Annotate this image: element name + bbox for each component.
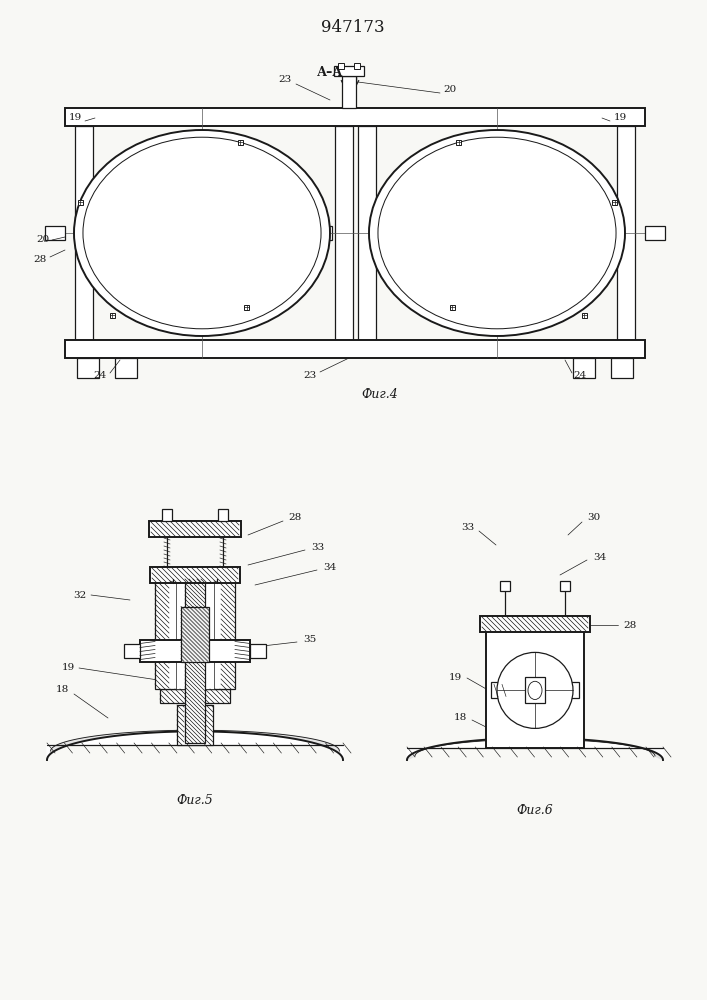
Text: 33: 33 [462, 524, 474, 532]
Bar [320, 226, 332, 240]
Bar [149, 521, 241, 537]
Text: 28: 28 [624, 620, 636, 630]
Bar [342, 76, 356, 108]
Text: А–А: А–А [317, 66, 343, 79]
Ellipse shape [497, 652, 573, 728]
Bar [160, 689, 230, 703]
Bar [238, 140, 243, 145]
Bar [617, 126, 635, 340]
Bar [645, 226, 665, 240]
Text: 28: 28 [33, 255, 47, 264]
Bar [65, 340, 645, 358]
Bar [77, 358, 99, 378]
Text: 19: 19 [69, 113, 81, 122]
Bar [611, 358, 633, 378]
Bar [185, 579, 205, 743]
Bar [376, 226, 388, 240]
Text: 23: 23 [303, 370, 317, 379]
Bar [358, 126, 376, 340]
Bar [491, 682, 579, 698]
Bar [110, 313, 115, 318]
Text: 30: 30 [588, 514, 601, 522]
Bar [450, 305, 455, 310]
Text: 20: 20 [36, 235, 49, 244]
Polygon shape [47, 730, 343, 760]
Bar [75, 126, 93, 340]
Text: 28: 28 [288, 514, 302, 522]
Bar [456, 140, 461, 145]
Bar [334, 66, 364, 76]
Bar [176, 579, 214, 689]
Text: 34: 34 [593, 554, 607, 562]
Text: 23: 23 [279, 76, 291, 85]
Bar [612, 200, 617, 205]
Bar [338, 63, 344, 69]
Bar [354, 63, 360, 69]
Bar [560, 581, 570, 591]
Bar [486, 628, 584, 748]
Bar [140, 640, 250, 662]
Text: 24: 24 [93, 371, 107, 380]
Bar [45, 226, 65, 240]
Text: 24: 24 [573, 371, 587, 380]
Text: Фиг.4: Фиг.4 [361, 388, 398, 401]
Polygon shape [407, 738, 663, 760]
Bar [150, 567, 240, 583]
Bar [335, 126, 353, 340]
Text: 19: 19 [448, 674, 462, 682]
Polygon shape [47, 731, 343, 760]
Text: Фиг.5: Фиг.5 [177, 794, 214, 806]
Ellipse shape [74, 130, 330, 336]
Bar [525, 677, 545, 703]
Bar [181, 606, 209, 662]
Text: 34: 34 [323, 564, 337, 572]
Polygon shape [407, 738, 663, 760]
Bar [115, 358, 137, 378]
Bar [78, 200, 83, 205]
Bar [250, 644, 266, 658]
Text: 947173: 947173 [321, 19, 385, 36]
Bar [218, 509, 228, 521]
Bar [500, 581, 510, 591]
Text: 20: 20 [443, 86, 457, 95]
Bar [124, 644, 140, 658]
Bar [65, 108, 645, 126]
Text: 18: 18 [55, 686, 69, 694]
Ellipse shape [369, 130, 625, 336]
Text: 18: 18 [453, 714, 467, 722]
Text: Фиг.6: Фиг.6 [517, 804, 554, 816]
Bar [177, 705, 213, 745]
Text: 33: 33 [311, 544, 325, 552]
Text: 32: 32 [74, 590, 87, 599]
Bar [573, 358, 595, 378]
Bar [480, 616, 590, 632]
Text: 19: 19 [614, 113, 626, 122]
Text: 35: 35 [303, 636, 317, 645]
Text: 19: 19 [62, 664, 75, 672]
Bar [155, 579, 235, 689]
Bar [162, 509, 172, 521]
Bar [582, 313, 587, 318]
Bar [245, 305, 250, 310]
